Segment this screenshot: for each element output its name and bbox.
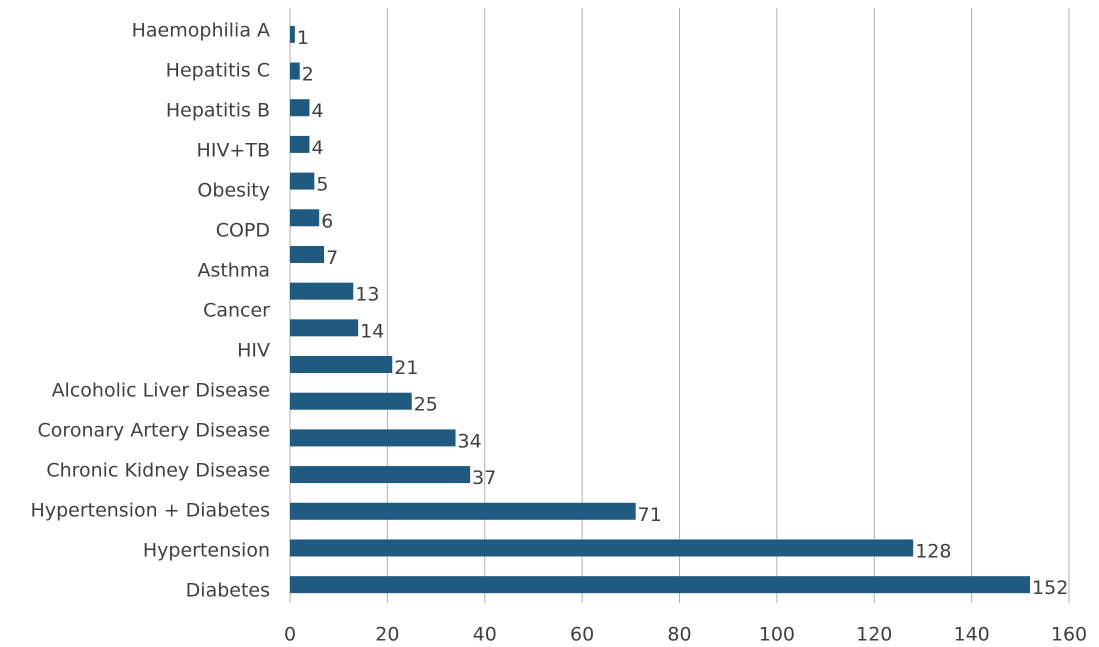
y-tick-label: Obesity [197,180,270,202]
y-tick-label: Haemophilia A [132,20,270,42]
x-tick-label: 160 [1051,624,1087,646]
data-label: 14 [360,320,384,342]
y-tick-label: Asthma [197,260,270,282]
bar [290,319,359,337]
y-tick-label: HIV [237,340,270,362]
x-tick-label: 0 [284,624,296,646]
y-tick-label: Chronic Kidney Disease [46,460,270,482]
y-tick-label: Diabetes [186,580,270,602]
data-label: 6 [321,210,333,232]
bar [290,62,300,80]
y-tick-label: Hepatitis C [166,60,270,82]
bar [290,576,1031,594]
data-label: 4 [311,137,323,159]
data-label: 25 [414,394,438,416]
x-tick-label: 100 [759,624,795,646]
data-label: 1 [297,27,309,49]
y-tick-label: COPD [216,220,270,242]
data-label: 152 [1032,577,1068,599]
y-tick-label: Hypertension + Diabetes [31,500,270,522]
bar [290,99,310,117]
bar [290,209,320,227]
x-tick-label: 140 [953,624,989,646]
x-tick-label: 40 [473,624,497,646]
y-tick-label: Hepatitis B [166,100,270,122]
y-tick-label: HIV+TB [197,140,270,162]
data-label: 2 [302,64,314,86]
bar [290,466,471,484]
bar [290,392,412,410]
data-label: 37 [472,467,496,489]
data-label: 34 [458,430,482,452]
bar [290,429,456,447]
x-tick-label: 80 [667,624,691,646]
data-label: 4 [311,100,323,122]
bar [290,172,315,190]
data-label: 21 [394,357,418,379]
bar [290,25,295,43]
y-tick-label: Cancer [203,300,270,322]
bar [290,245,325,263]
data-label: 5 [316,174,328,196]
bar [290,356,393,374]
y-tick-label: Alcoholic Liver Disease [52,380,270,402]
bar [290,135,310,153]
x-tick-label: 60 [570,624,594,646]
data-label: 128 [915,540,951,562]
y-tick-label: Hypertension [143,540,270,562]
data-label: 7 [326,247,338,269]
data-label: 71 [638,504,662,526]
x-tick-label: 20 [375,624,399,646]
y-tick-label: Coronary Artery Disease [38,420,270,442]
bar [290,282,354,300]
data-label: 13 [355,284,379,306]
x-tick-label: 120 [856,624,892,646]
bar [290,502,636,520]
bar [290,539,914,557]
